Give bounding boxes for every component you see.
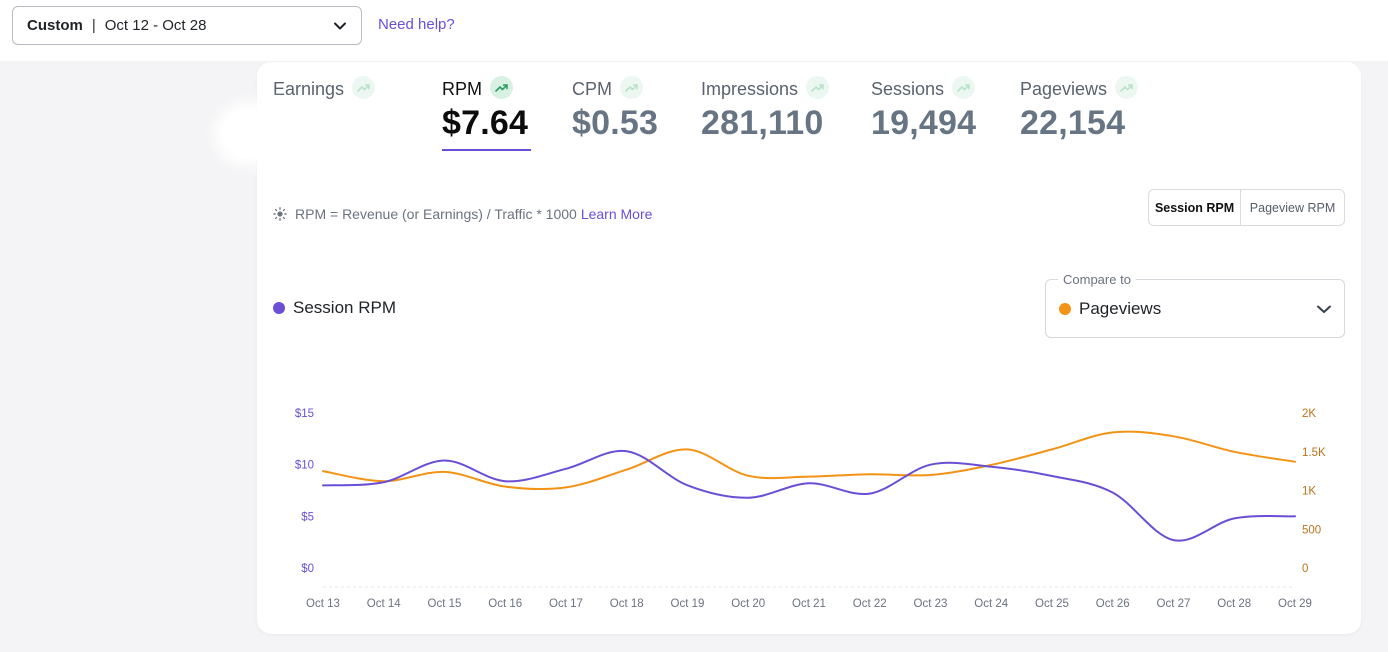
metric-label: Impressions	[701, 79, 799, 99]
date-range-label: Oct 12 - Oct 28	[104, 17, 207, 34]
metric-pageviews[interactable]: Pageviews 22,154	[1020, 76, 1139, 154]
x-tick-label: Oct 26	[1096, 598, 1130, 610]
x-tick-label: Oct 16	[488, 598, 522, 610]
x-tick-label: Oct 14	[367, 598, 401, 610]
y-left-tick-label: $10	[295, 460, 314, 472]
chevron-down-icon	[1317, 305, 1331, 313]
date-range-select[interactable]: Custom | Oct 12 - Oct 28	[12, 6, 362, 45]
series-line-pageviews	[322, 430, 1296, 491]
trend-up-icon	[1115, 76, 1139, 99]
x-tick-label: Oct 20	[731, 598, 765, 610]
compare-to-value: Pageviews	[1059, 299, 1161, 319]
y-left-tick-label: $0	[301, 563, 314, 575]
metric-rpm[interactable]: RPM $7.64	[442, 76, 531, 154]
metric-label: Earnings	[273, 79, 345, 99]
x-tick-label: Oct 21	[792, 598, 826, 610]
metric-sessions[interactable]: Sessions 19,494	[871, 76, 977, 154]
rpm-formula-info: RPM = Revenue (or Earnings) / Traffic * …	[273, 206, 652, 222]
chevron-down-icon	[334, 22, 346, 30]
metric-value: $0.53	[572, 104, 659, 142]
x-tick-label: Oct 13	[306, 598, 340, 610]
need-help-link[interactable]: Need help?	[378, 16, 455, 33]
metric-impressions[interactable]: Impressions 281,110	[701, 76, 830, 154]
date-mode-label: Custom	[27, 17, 83, 34]
top-bar: Custom | Oct 12 - Oct 28 Need help?	[0, 0, 1388, 61]
series-line-session-rpm	[322, 449, 1296, 542]
x-tick-label: Oct 18	[610, 598, 644, 610]
x-tick-label: Oct 23	[914, 598, 948, 610]
compare-value-label: Pageviews	[1079, 299, 1162, 318]
metric-earnings[interactable]: Earnings	[273, 76, 376, 154]
metric-value: 22,154	[1020, 104, 1126, 142]
metric-label: CPM	[572, 79, 612, 99]
metric-value: 19,494	[871, 104, 977, 142]
formula-text: RPM = Revenue (or Earnings) / Traffic * …	[295, 206, 577, 222]
legend-dot-pageviews	[1059, 303, 1071, 315]
legend-label-session-rpm: Session RPM	[293, 298, 396, 317]
legend-dot-session-rpm	[273, 302, 285, 314]
y-right-tick-label: 0	[1302, 563, 1308, 575]
metric-cpm[interactable]: CPM $0.53	[572, 76, 659, 154]
x-tick-label: Oct 27	[1157, 598, 1191, 610]
metric-label: RPM	[442, 79, 482, 99]
date-separator: |	[91, 17, 96, 34]
sun-icon	[273, 207, 287, 221]
x-tick-label: Oct 28	[1217, 598, 1251, 610]
y-right-tick-label: 1.5K	[1302, 447, 1326, 459]
trend-up-icon	[352, 76, 376, 99]
compare-to-label: Compare to	[1058, 272, 1136, 287]
x-tick-label: Oct 22	[853, 598, 887, 610]
rpm-type-toggle: Session RPM Pageview RPM	[1148, 189, 1345, 226]
y-right-tick-label: 2K	[1302, 408, 1316, 420]
y-left-tick-label: $15	[295, 408, 314, 420]
trend-up-icon	[620, 76, 643, 99]
x-tick-label: Oct 25	[1035, 598, 1069, 610]
learn-more-link[interactable]: Learn More	[580, 206, 653, 222]
x-tick-label: Oct 24	[974, 598, 1008, 610]
metric-label: Pageviews	[1020, 79, 1108, 99]
metric-value: 281,110	[701, 104, 824, 142]
y-left-tick-label: $5	[301, 511, 314, 523]
metric-value: $7.64	[442, 104, 529, 142]
chart-legend: Session RPM	[273, 298, 396, 318]
compare-to-select[interactable]: Compare to Pageviews	[1045, 272, 1345, 338]
trend-up-icon	[952, 76, 976, 99]
x-tick-label: Oct 17	[549, 598, 583, 610]
session-rpm-option[interactable]: Session RPM	[1149, 190, 1242, 225]
rpm-line-chart: $15 $10 $5 $0 2K 1.5K 1K 500 0 Oct 13 Oct 14 Oct 15…	[295, 408, 1326, 610]
trend-up-icon	[806, 76, 830, 99]
pageview-rpm-option[interactable]: Pageview RPM	[1249, 200, 1336, 215]
rpm-card	[257, 62, 1361, 634]
y-right-tick-label: 1K	[1302, 486, 1316, 498]
active-tab-indicator	[442, 149, 531, 151]
x-tick-label: Oct 15	[428, 598, 462, 610]
y-right-tick-label: 500	[1302, 524, 1321, 536]
trend-up-icon	[490, 76, 513, 99]
x-tick-label: Oct 19	[671, 598, 705, 610]
redacted-value	[222, 110, 292, 158]
metric-label: Sessions	[871, 79, 945, 99]
x-tick-label: Oct 29	[1278, 598, 1312, 610]
